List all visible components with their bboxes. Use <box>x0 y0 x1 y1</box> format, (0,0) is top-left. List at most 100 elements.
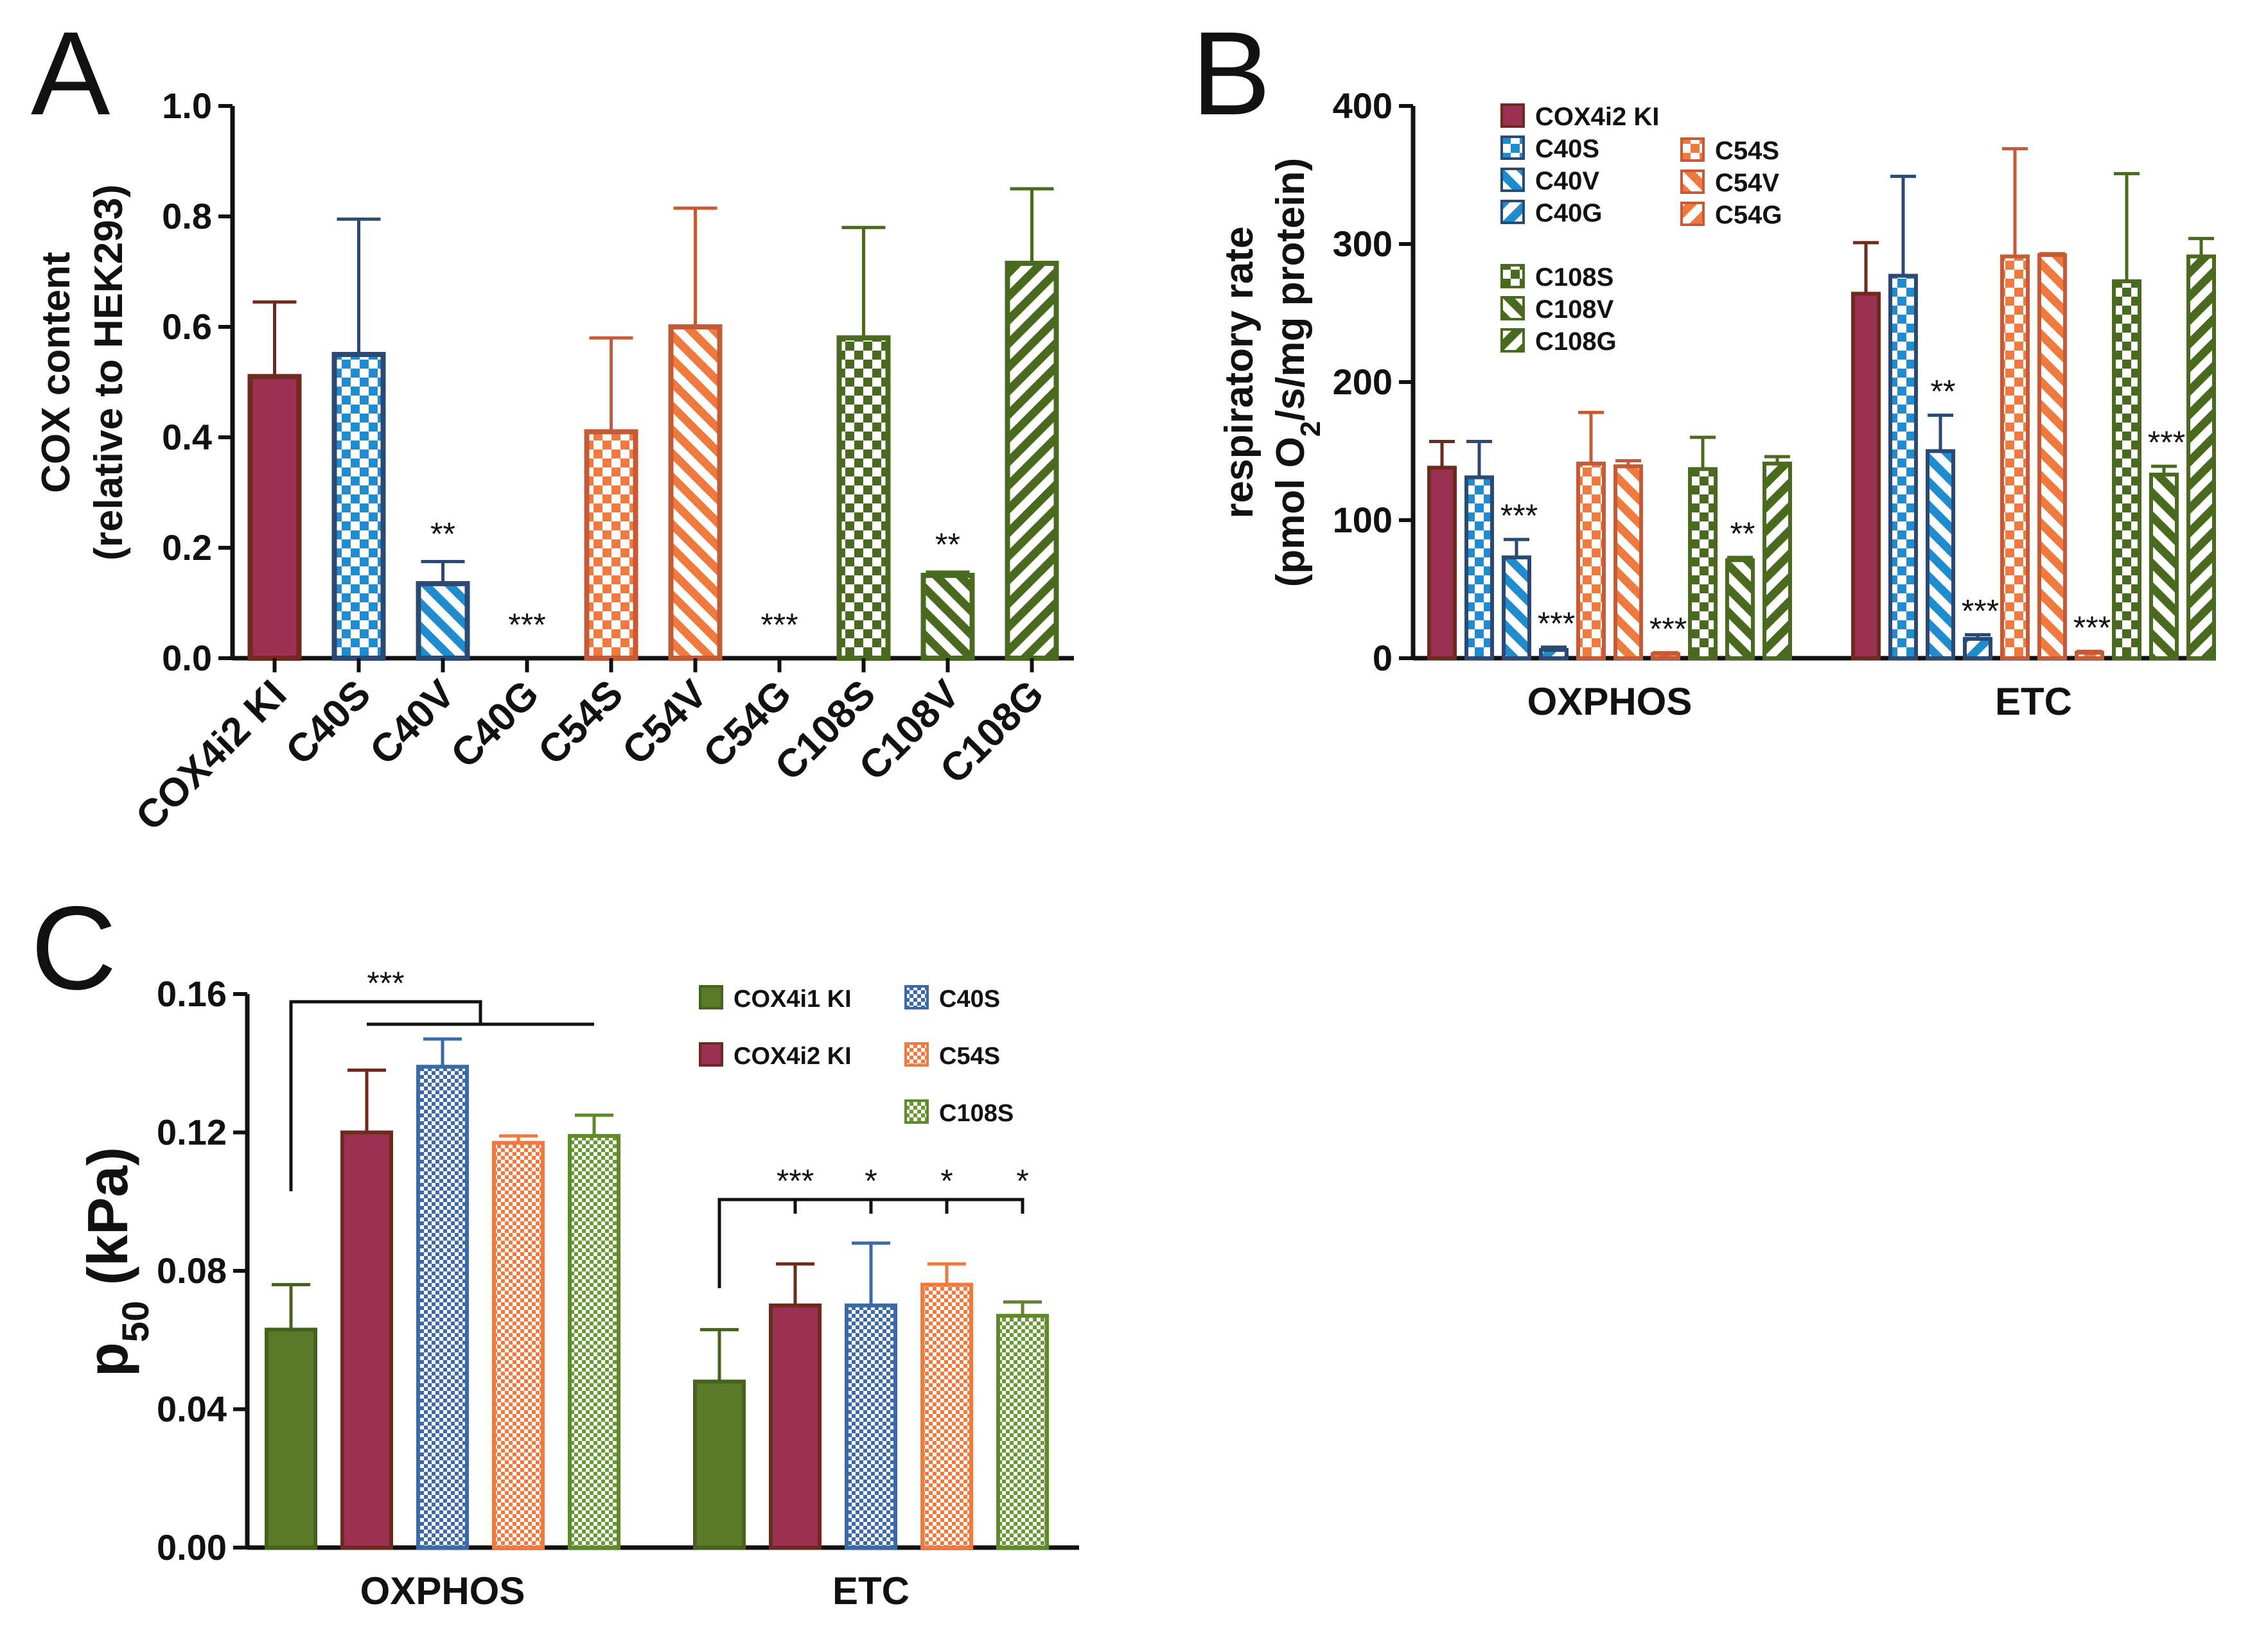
panel-c-bar-cox4i1-ki-etc <box>693 1379 746 1550</box>
panel-b-significance: ** <box>1931 374 1956 410</box>
panel-b-bar-cox4i2-ki-etc <box>1851 292 1881 660</box>
panel-b-bar-cox4i2-ki-oxphos <box>1427 466 1457 660</box>
panel-a-bar-c108g <box>1005 261 1059 661</box>
panel-a-bar-cox4i2-ki <box>247 374 302 661</box>
panel-c-oxphos-significance: *** <box>367 965 404 1001</box>
panel-b-bar-c54s-oxphos <box>1576 461 1606 660</box>
panel-b-ylabel-line2: (pmol O2/s/mg protein) <box>1269 158 1326 588</box>
panel-a-bar-c40s <box>331 352 386 661</box>
panel-a-significance: ** <box>430 516 455 552</box>
panel-a-bar-c54v <box>668 324 723 661</box>
panel-b-legend-label-c108s: C108S <box>1535 263 1613 292</box>
panel-b-bar-c108s-oxphos <box>1688 467 1718 660</box>
panel-b-significance: *** <box>1500 498 1538 534</box>
panel-a-xtick-label: C40G <box>443 672 547 776</box>
panel-c-ylabel-unit: (kPa) <box>76 1147 139 1301</box>
panel-c-legend-label-c40s: C40S <box>939 986 1000 1013</box>
panel-b-legend-swatch-c54v <box>1680 170 1705 194</box>
panel-b-ytick-label: 0 <box>1373 638 1393 678</box>
panel-b-legend-swatch-c40s <box>1500 135 1525 160</box>
panel-a-xtick-label: COX4i2 KI <box>128 672 295 839</box>
panel-b-bar-c108v-etc <box>2149 473 2179 660</box>
panel-a-bar-c108s <box>836 335 891 661</box>
panel-c-legend-label-c54s: C54S <box>939 1043 1000 1070</box>
panel-b-legend-swatch-c108v <box>1500 296 1525 320</box>
panel-c-bar-c40s-oxphos <box>416 1065 469 1550</box>
panel-c-oxphos-bracket-left <box>289 1000 482 1192</box>
panel-b-legend-label-c40g: C40G <box>1535 199 1603 227</box>
panel-c-bar-cox4i1-ki-oxphos <box>265 1327 317 1550</box>
panel-b-bar-c40s-oxphos <box>1464 475 1494 660</box>
panel-a-bar-c108v <box>920 573 975 661</box>
panel-b-legend-label-c54g: C54G <box>1715 201 1782 229</box>
panel-c-bar-c54s-etc <box>920 1282 973 1550</box>
panel-b-ylabel-pre: (pmol O <box>1269 437 1313 587</box>
panel-c-legend-label-cox4i2-ki: COX4i2 KI <box>734 1043 852 1070</box>
panel-b-legend-swatch-c40g <box>1500 200 1525 224</box>
panel-b-ytick-label: 300 <box>1333 223 1393 264</box>
panel-c-ylabel-sub: 50 <box>115 1301 157 1343</box>
panel-b-significance: *** <box>1649 611 1687 647</box>
panel-c-legend-label-c108s: C108S <box>939 1100 1014 1127</box>
panel-c-legend-swatch-c40s <box>904 985 929 1009</box>
panel-c-legend-swatch-c108s <box>904 1099 929 1124</box>
panel-b-bar-c108g-etc <box>2186 254 2216 661</box>
panel-a-ylabel-line1: COX content <box>34 252 78 493</box>
panel-a-xtick-label: C54V <box>614 672 716 773</box>
panel-c-ytick-label: 0.12 <box>157 1112 227 1153</box>
panel-b-significance: *** <box>1538 606 1575 642</box>
panel-b-ylabel-line1: respiratory rate <box>1217 227 1261 519</box>
panel-a-xtick-label: C40S <box>277 672 379 773</box>
panel-c-legend-swatch-cox4i1-ki <box>699 985 723 1009</box>
panel-c-chart: p50 (kPa) 0.00 0.04 0.08 0.12 0.16 OXPHOS ETC *… <box>76 965 1079 1612</box>
panel-a-bar-c40v <box>416 581 470 661</box>
panel-b-legend-swatch-cox4i2-ki <box>1500 103 1525 128</box>
panel-c-bar-c40s-etc <box>845 1303 897 1550</box>
panel-b-ylabel-post: /s/mg protein) <box>1269 158 1313 421</box>
panel-a-ytick-label: 1.0 <box>162 85 212 126</box>
panel-a-significance: *** <box>508 607 545 643</box>
panel-label-b: B <box>1191 8 1270 140</box>
panel-b-bar-c54g-etc <box>2075 651 2104 661</box>
panel-c-etc-significance: *** <box>777 1163 814 1199</box>
panel-a-chart: COX content (relative to HEK293) 0.0 0.2 0… <box>34 85 1074 839</box>
panel-b-legend-swatch-c54g <box>1680 202 1705 226</box>
panel-b-bar-c108s-etc <box>2112 279 2141 660</box>
panel-a-xtick-label: C40V <box>362 672 463 773</box>
panel-a-ytick-label: 0.8 <box>162 196 212 236</box>
panel-c-ytick-label: 0.16 <box>157 974 227 1014</box>
panel-c-group-label-oxphos: OXPHOS <box>360 1569 525 1612</box>
panel-a-ytick-label: 0.2 <box>162 527 212 568</box>
panel-b-legend-label-cox4i2-ki: COX4i2 KI <box>1535 103 1659 131</box>
panel-c-bar-c108s-oxphos <box>568 1133 620 1550</box>
panel-b-chart: respiratory rate (pmol O2/s/mg protein) … <box>1217 85 2216 723</box>
panel-b-legend-swatch-c108g <box>1500 328 1525 353</box>
panel-b-bar-c40g-etc <box>1963 636 1992 661</box>
panel-a-significance: *** <box>760 607 798 643</box>
panel-c-bar-cox4i2-ki-etc <box>769 1303 822 1550</box>
panel-label-c: C <box>31 882 117 1015</box>
panel-c-legend-swatch-c54s <box>904 1042 929 1067</box>
panel-b-significance: *** <box>1962 593 1999 629</box>
panel-b-legend-label-c108v: C108V <box>1535 295 1614 324</box>
panel-label-a: A <box>31 8 110 140</box>
panel-b-legend-label-c54v: C54V <box>1715 169 1779 197</box>
panel-a-ytick-label: 0.4 <box>162 417 212 457</box>
panel-a-ylabel-line2: (relative to HEK293) <box>87 184 131 561</box>
panel-c-group-label-etc: ETC <box>832 1569 910 1612</box>
panel-a-significance: ** <box>935 527 960 563</box>
panel-c-legend-swatch-cox4i2-ki <box>699 1042 723 1067</box>
panel-b-legend-label-c54s: C54S <box>1715 137 1779 165</box>
panel-b-ytick-label: 200 <box>1333 362 1393 402</box>
panel-b-bar-c54v-oxphos <box>1613 464 1643 661</box>
panel-b-bar-c54v-etc <box>2037 253 2067 660</box>
panel-b-bar-c54s-etc <box>2000 254 2030 661</box>
panel-b-bar-c40v-etc <box>1926 449 1955 660</box>
panel-c-etc-significance: * <box>865 1163 877 1199</box>
panel-b-ytick-label: 100 <box>1333 500 1393 540</box>
panel-b-legend-label-c40v: C40V <box>1535 167 1599 195</box>
panel-b-bar-c40v-oxphos <box>1502 555 1531 660</box>
panel-c-bar-c54s-oxphos <box>492 1140 545 1550</box>
panel-b-legend-label-c40s: C40S <box>1535 135 1599 163</box>
panel-c-bar-c108s-etc <box>996 1314 1049 1550</box>
